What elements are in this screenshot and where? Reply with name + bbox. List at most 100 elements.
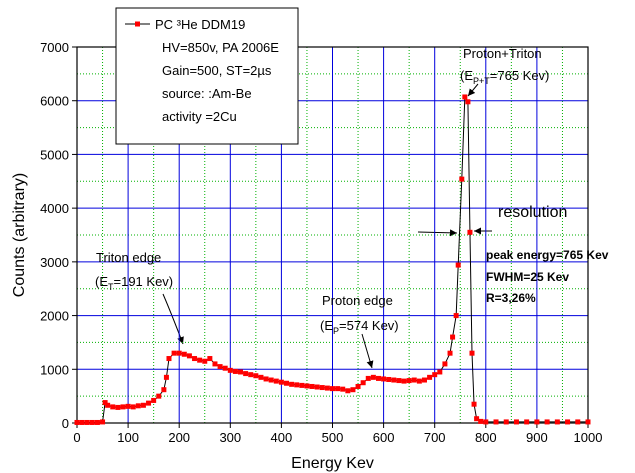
data-point [299, 382, 305, 388]
data-point [416, 378, 422, 384]
data-point [294, 382, 300, 388]
annotation-part: =191 Kev) [114, 274, 174, 289]
x-tick-label: 900 [526, 430, 548, 445]
y-tick-label: 1000 [40, 362, 69, 377]
data-point [360, 380, 366, 386]
annotation: (EP=574 Kev) [320, 318, 399, 336]
data-point [565, 419, 571, 425]
data-point [437, 369, 443, 375]
y-tick-label: 3000 [40, 255, 69, 270]
annotation: R=3,26% [486, 291, 536, 305]
data-point [386, 376, 392, 382]
y-tick-label: 4000 [40, 201, 69, 216]
data-point [345, 388, 351, 394]
data-point [100, 419, 106, 425]
legend-label: PC ³He DDM19 [155, 17, 245, 32]
data-point [94, 419, 100, 425]
data-point [575, 419, 581, 425]
data-point [503, 419, 509, 425]
annotation-part: =574 Kev) [339, 318, 399, 333]
arrow [162, 293, 184, 345]
data-point [212, 361, 218, 367]
data-point [186, 353, 192, 359]
data-point [238, 369, 244, 375]
data-point [163, 374, 169, 380]
data-point [84, 419, 90, 425]
data-point [465, 99, 471, 105]
data-point [335, 386, 341, 392]
data-point [120, 404, 126, 410]
annotation: resolution [498, 204, 567, 221]
data-point [146, 400, 152, 406]
data-point [135, 403, 141, 409]
data-point [248, 372, 254, 378]
data-point [202, 358, 208, 364]
data-point [243, 371, 249, 377]
annotation: Triton edge [96, 250, 161, 265]
y-tick-label: 6000 [40, 94, 69, 109]
data-point [319, 385, 325, 391]
data-point [181, 351, 187, 357]
legend-box [115, 7, 299, 145]
data-point [217, 364, 223, 370]
legend-note: HV=850v, PA 2006E [162, 40, 279, 55]
data-point [455, 262, 461, 268]
data-point [89, 419, 95, 425]
data-point [370, 374, 376, 380]
x-axis-title: Energy Kev [291, 455, 374, 472]
data-point [467, 229, 473, 235]
data-point [105, 402, 111, 408]
data-point [534, 419, 540, 425]
x-tick-label: 100 [117, 430, 139, 445]
data-point [115, 404, 121, 410]
data-point [330, 386, 335, 392]
annotation: (EP+T=765 Kev) [460, 68, 549, 86]
data-point [171, 350, 177, 356]
y-tick-label: 0 [62, 416, 69, 431]
data-point [79, 419, 85, 425]
data-point [391, 377, 397, 383]
annotation-part: (E [95, 274, 108, 289]
data-point [268, 377, 274, 383]
data-point [140, 402, 146, 408]
data-point [432, 372, 438, 378]
y-tick-label: 5000 [40, 147, 69, 162]
annotation-subscript: P+T [473, 76, 490, 86]
legend-note: source: :Am-Be [162, 86, 252, 101]
data-point [447, 350, 453, 356]
data-point [471, 401, 477, 407]
x-tick-label: 1000 [574, 430, 603, 445]
data-point [166, 356, 172, 362]
data-point [74, 419, 80, 425]
annotation-part: =765 Kev) [490, 68, 550, 83]
legend-marker [135, 21, 140, 27]
data-point [450, 334, 456, 340]
data-point [375, 375, 381, 381]
annotation-part: (E [460, 68, 473, 83]
data-point [585, 419, 591, 425]
data-point [324, 385, 330, 391]
annotation: Proton edge [322, 293, 393, 308]
data-point [513, 419, 519, 425]
x-tick-label: 800 [475, 430, 497, 445]
data-point [459, 176, 465, 182]
data-point [253, 373, 259, 379]
data-point [110, 404, 116, 410]
data-point [304, 383, 310, 389]
annotation: Proton+Triton [463, 46, 542, 61]
data-point [453, 313, 459, 319]
data-point [273, 378, 279, 384]
arrow [467, 83, 479, 97]
x-tick-label: 600 [373, 430, 395, 445]
data-point [524, 419, 530, 425]
arrows [162, 83, 492, 369]
data-point [411, 377, 417, 383]
data-point [340, 386, 346, 392]
data-point [483, 419, 489, 425]
annotation: FWHM=25 Kev [486, 270, 569, 284]
data-point [442, 361, 448, 367]
data-point [544, 419, 550, 425]
data-point [406, 378, 412, 384]
x-tick-label: 0 [73, 430, 80, 445]
